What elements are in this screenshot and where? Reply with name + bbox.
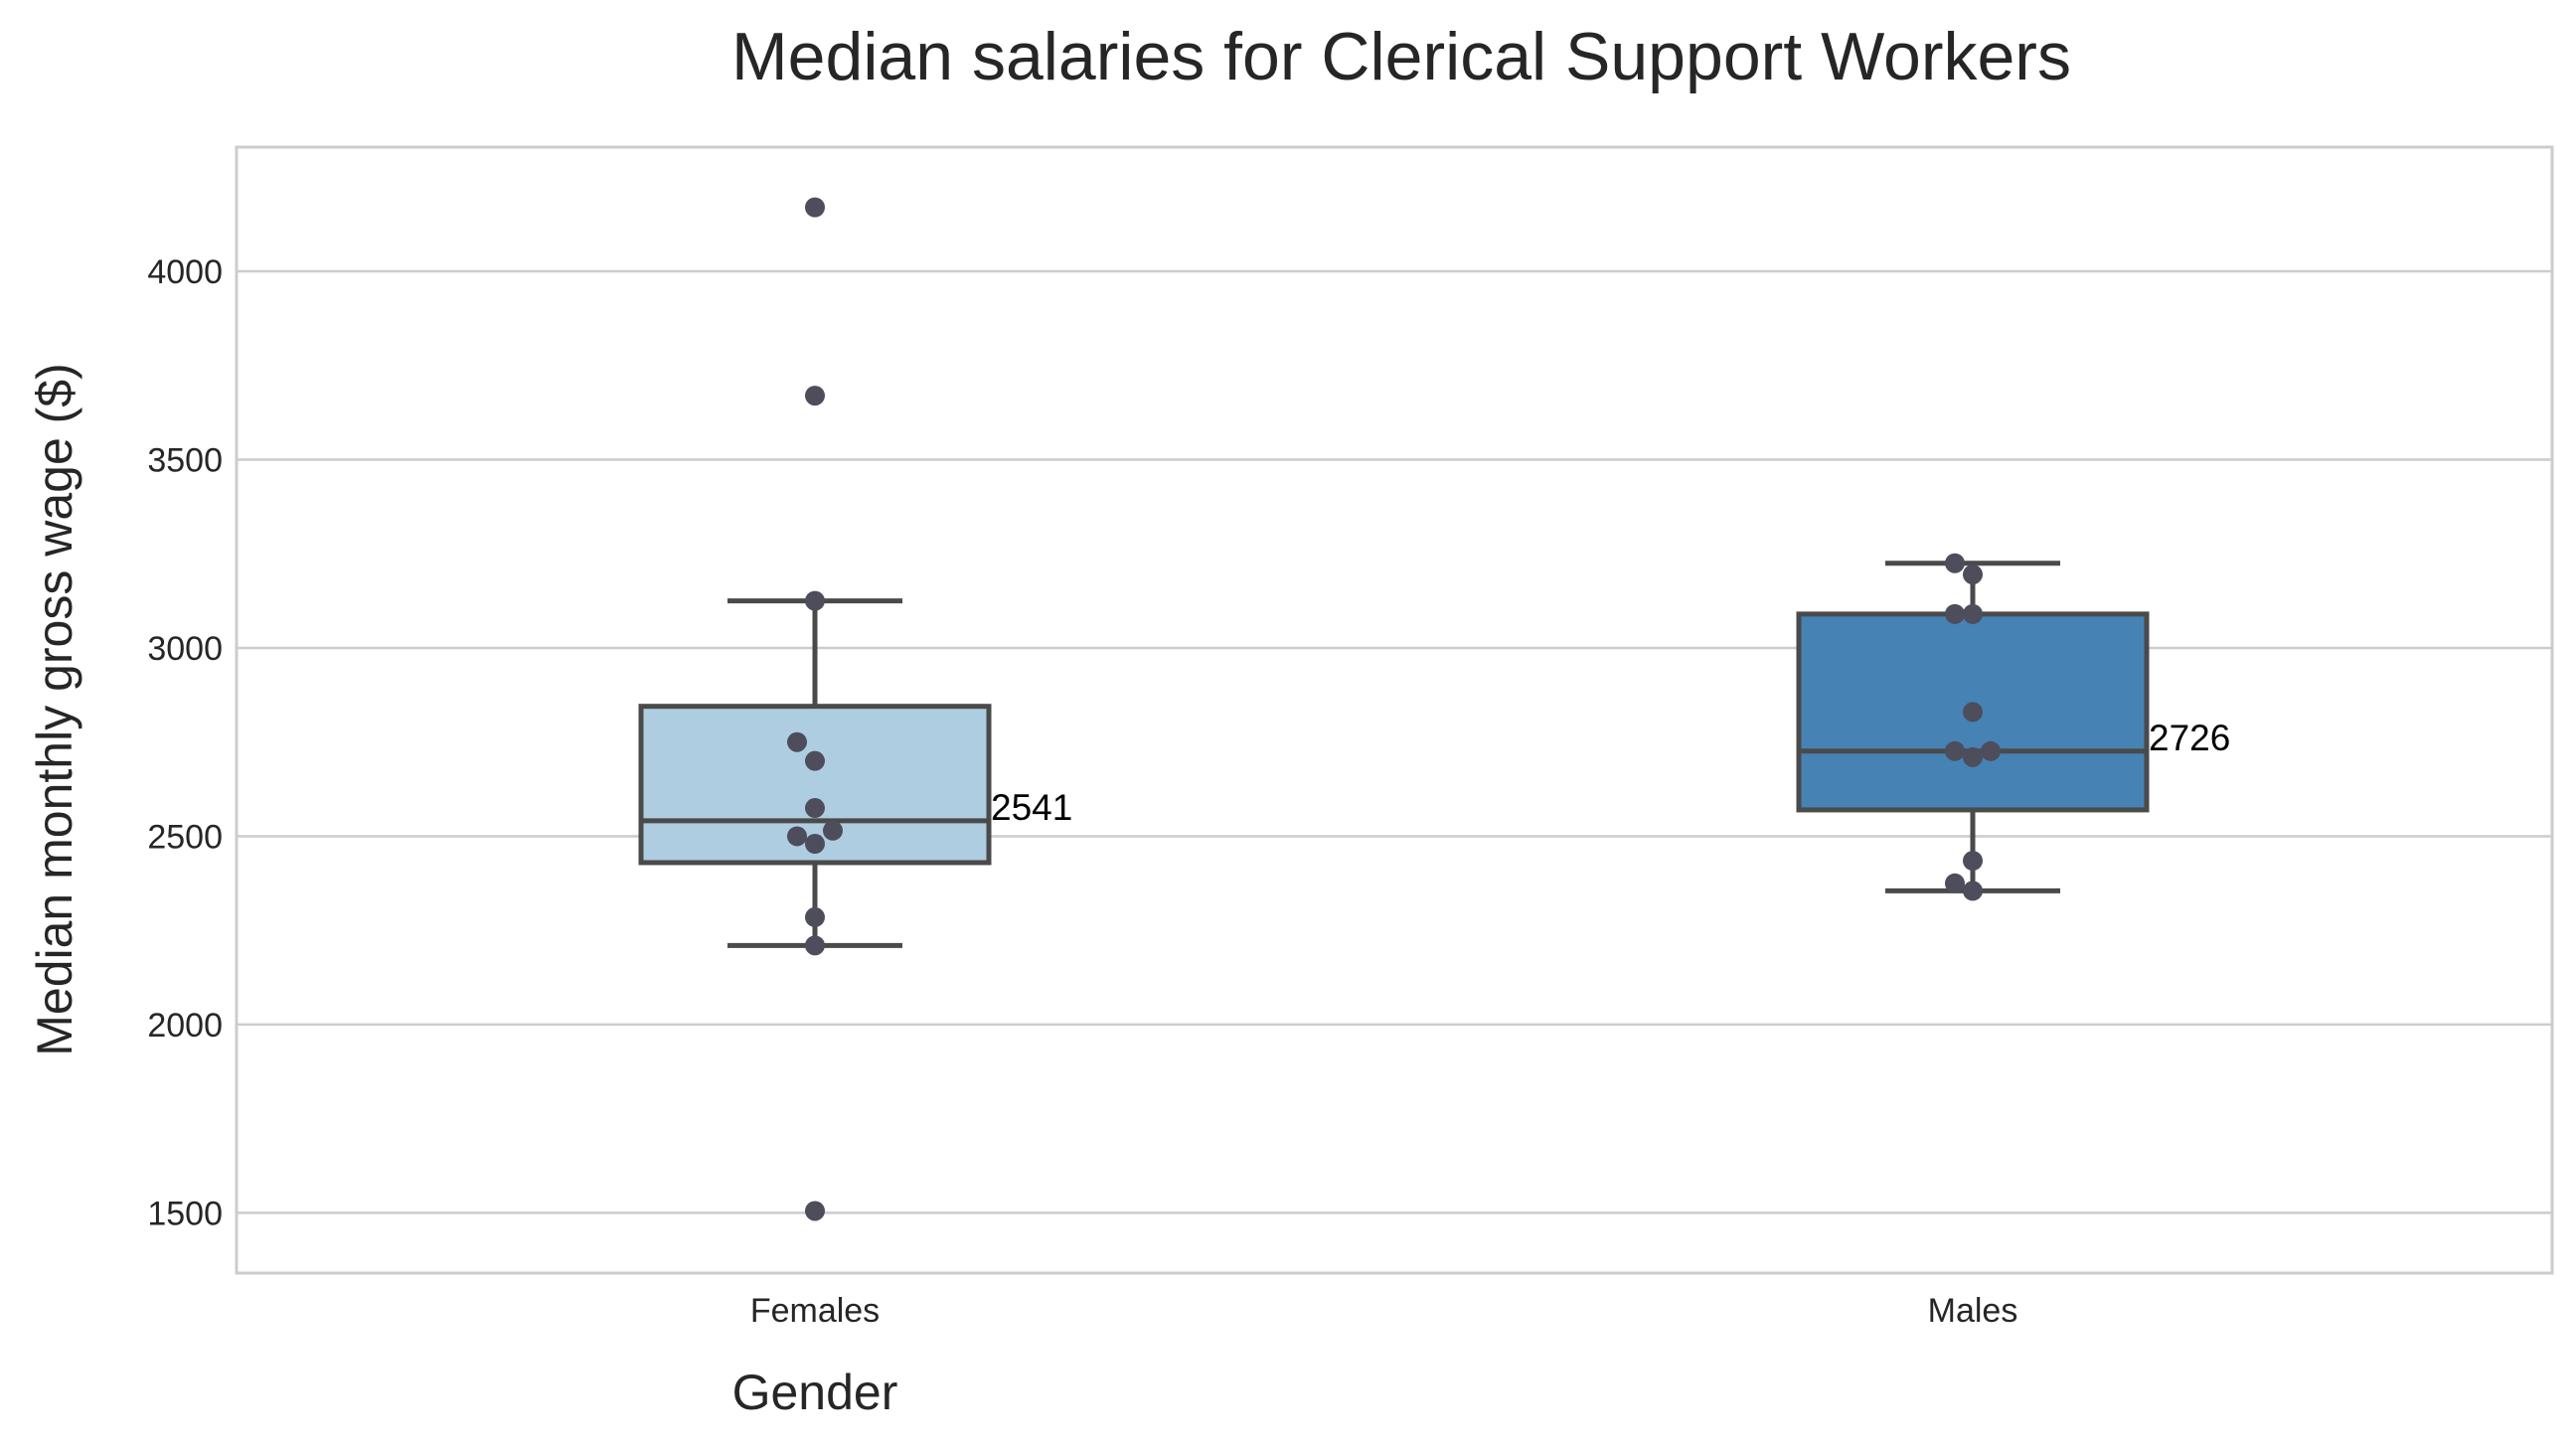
data-point — [805, 906, 825, 927]
data-point — [805, 798, 825, 819]
data-point — [805, 386, 825, 406]
chart-title: Median salaries for Clerical Support Wor… — [731, 19, 2071, 94]
data-point — [805, 590, 825, 611]
data-point — [805, 750, 825, 771]
y-axis-ticks: 1500 2000 2500 3000 3500 4000 — [147, 253, 223, 1232]
data-point — [1945, 553, 1965, 573]
data-point — [1963, 702, 1983, 723]
y-tick-label: 1500 — [147, 1195, 223, 1232]
data-point — [823, 820, 843, 841]
data-points — [787, 197, 2001, 1221]
gridlines — [237, 269, 2552, 1214]
x-tick-label-females: Females — [750, 1292, 880, 1330]
y-tick-label: 2500 — [147, 818, 223, 856]
data-point — [1963, 851, 1983, 872]
data-point — [1963, 746, 1983, 767]
y-axis-label: Median monthly gross wage ($) — [27, 363, 82, 1056]
data-point — [1945, 873, 1965, 893]
x-axis-ticks: Females Males — [750, 1292, 2018, 1330]
data-point — [805, 935, 825, 956]
median-label-females: 2541 — [991, 787, 1072, 828]
data-point — [1963, 564, 1983, 585]
box-group-males: 2726 — [1796, 561, 2230, 893]
box-group-females: 2541 — [638, 598, 1072, 948]
data-point — [805, 197, 825, 218]
y-tick-label: 2000 — [147, 1007, 223, 1045]
plot-frame — [235, 145, 2554, 1275]
y-tick-label: 3000 — [147, 630, 223, 668]
data-point — [1945, 603, 1965, 624]
median-label-males: 2726 — [2149, 718, 2230, 758]
y-tick-label: 4000 — [147, 253, 223, 291]
data-point — [787, 731, 807, 752]
data-point — [1981, 740, 2001, 761]
data-point — [805, 1201, 825, 1221]
data-point — [1963, 603, 1983, 624]
data-point — [805, 834, 825, 855]
x-axis-label: Gender — [732, 1365, 898, 1420]
data-point — [1963, 881, 1983, 901]
y-tick-label: 3500 — [147, 442, 223, 480]
boxes: 2541 2726 — [638, 561, 2230, 948]
data-point — [787, 826, 807, 847]
x-tick-label-males: Males — [1928, 1292, 2018, 1330]
data-point — [1945, 740, 1965, 761]
